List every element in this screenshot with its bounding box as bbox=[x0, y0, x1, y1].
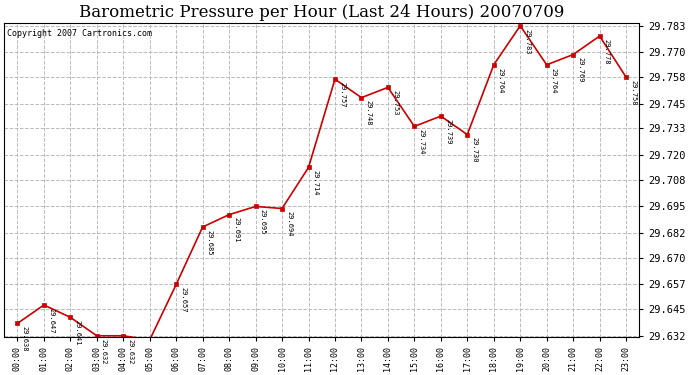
Text: 29.764: 29.764 bbox=[551, 68, 557, 93]
Text: 29.685: 29.685 bbox=[207, 230, 213, 255]
Text: 29.630: 29.630 bbox=[0, 374, 1, 375]
Text: 29.657: 29.657 bbox=[180, 287, 186, 313]
Text: 29.764: 29.764 bbox=[498, 68, 504, 93]
Text: 29.730: 29.730 bbox=[471, 137, 477, 163]
Text: 29.739: 29.739 bbox=[445, 119, 451, 144]
Text: 29.734: 29.734 bbox=[419, 129, 424, 154]
Text: 29.778: 29.778 bbox=[604, 39, 610, 64]
Text: 29.769: 29.769 bbox=[578, 57, 583, 83]
Text: 29.753: 29.753 bbox=[392, 90, 398, 116]
Text: 29.691: 29.691 bbox=[233, 217, 239, 243]
Text: 29.758: 29.758 bbox=[630, 80, 636, 105]
Text: Copyright 2007 Cartronics.com: Copyright 2007 Cartronics.com bbox=[8, 29, 152, 38]
Text: 29.757: 29.757 bbox=[339, 82, 345, 108]
Text: 29.647: 29.647 bbox=[48, 308, 54, 333]
Text: 29.694: 29.694 bbox=[286, 211, 292, 237]
Text: 29.748: 29.748 bbox=[366, 100, 372, 126]
Text: 29.783: 29.783 bbox=[524, 28, 531, 54]
Text: 29.695: 29.695 bbox=[259, 209, 266, 235]
Text: 29.638: 29.638 bbox=[21, 326, 28, 352]
Text: 29.641: 29.641 bbox=[75, 320, 81, 346]
Text: 29.632: 29.632 bbox=[128, 339, 133, 364]
Title: Barometric Pressure per Hour (Last 24 Hours) 20070709: Barometric Pressure per Hour (Last 24 Ho… bbox=[79, 4, 564, 21]
Text: 29.632: 29.632 bbox=[101, 339, 107, 364]
Text: 29.714: 29.714 bbox=[313, 170, 319, 196]
